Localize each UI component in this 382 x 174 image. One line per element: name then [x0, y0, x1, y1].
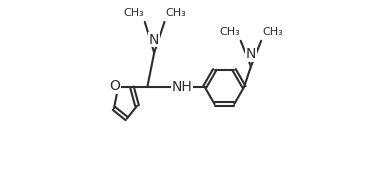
Text: N: N	[149, 33, 159, 47]
Text: CH₃: CH₃	[123, 8, 144, 18]
Text: NH: NH	[171, 80, 192, 94]
Text: CH₃: CH₃	[219, 27, 240, 37]
Text: O: O	[109, 79, 120, 93]
Text: CH₃: CH₃	[165, 8, 186, 18]
Text: N: N	[246, 47, 256, 61]
Text: CH₃: CH₃	[262, 27, 283, 37]
